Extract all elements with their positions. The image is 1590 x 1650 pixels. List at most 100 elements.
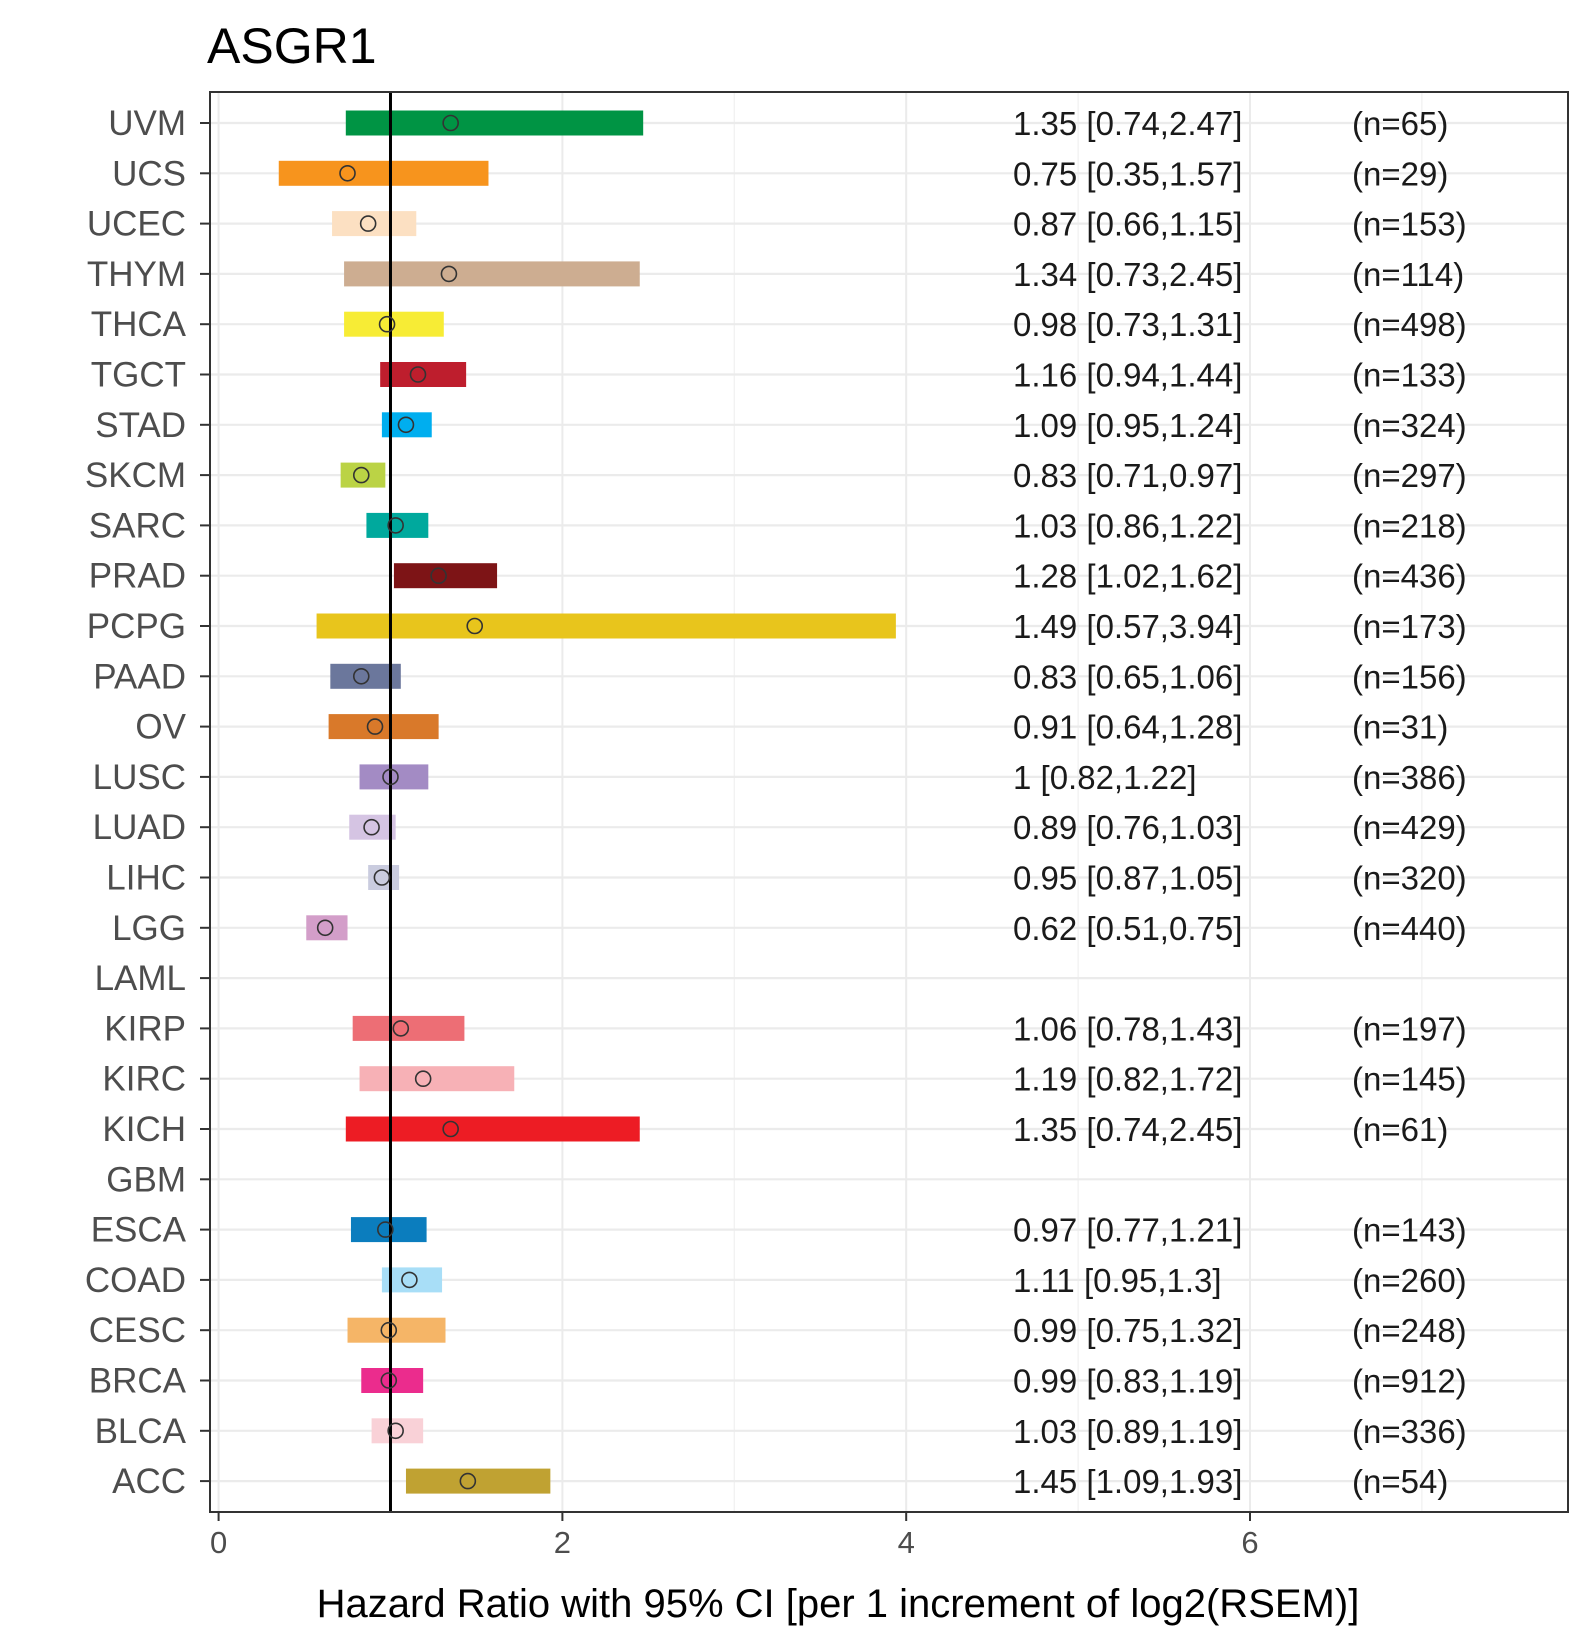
ci-bar-thym — [344, 261, 640, 287]
y-tick-label-pcpg: PCPG — [87, 607, 186, 646]
ci-bar-skcm — [340, 462, 386, 488]
y-tick-label-thym: THYM — [87, 255, 186, 294]
y-tick-label-lusc: LUSC — [93, 758, 186, 797]
n-label-blca: (n=336) — [1352, 1413, 1467, 1450]
hr-point-lgg — [316, 919, 334, 937]
hr-point-cesc — [380, 1321, 398, 1339]
y-tick-label-prad: PRAD — [89, 557, 186, 596]
n-label-uvm: (n=65) — [1352, 105, 1448, 142]
y-tick-label-uvm: UVM — [108, 104, 186, 143]
n-label-kich: (n=61) — [1352, 1111, 1448, 1148]
ci-bar-tgct — [380, 362, 467, 387]
hr-ci-label-tgct: 1.16 [0.94,1.44] — [1013, 357, 1242, 394]
ci-bar-kich — [345, 1116, 640, 1142]
hr-point-esca — [377, 1221, 394, 1238]
y-tick-label-paad: PAAD — [93, 657, 186, 696]
hr-ci-label-cesc: 0.99 [0.75,1.32] — [1013, 1312, 1242, 1349]
panel-border — [209, 91, 1569, 1513]
hr-point-sarc — [387, 517, 404, 534]
n-label-ucec: (n=153) — [1352, 206, 1467, 243]
y-tick-label-kirc: KIRC — [102, 1060, 186, 1099]
n-label-esca: (n=143) — [1352, 1212, 1467, 1249]
hr-ci-label-esca: 0.97 [0.77,1.21] — [1013, 1212, 1242, 1249]
y-tick-label-esca: ESCA — [91, 1211, 187, 1250]
y-tick-label-sarc: SARC — [89, 506, 186, 545]
n-label-paad: (n=156) — [1352, 658, 1467, 695]
y-tick-label-coad: COAD — [85, 1261, 186, 1300]
ci-bar-lusc — [359, 764, 429, 790]
y-tick-label-skcm: SKCM — [85, 456, 186, 495]
ci-bar-kirc — [359, 1066, 515, 1092]
ci-bar-ucs — [278, 160, 489, 186]
y-tick-label-lgg: LGG — [112, 909, 186, 948]
ci-bars — [278, 110, 896, 1494]
y-tick-label-brca: BRCA — [89, 1362, 187, 1401]
hr-ci-label-thca: 0.98 [0.73,1.31] — [1013, 306, 1242, 343]
x-axis-label: Hazard Ratio with 95% CI [per 1 incremen… — [317, 1582, 1360, 1626]
y-tick-label-ucs: UCS — [112, 154, 186, 193]
hr-ci-label-kich: 1.35 [0.74,2.45] — [1013, 1111, 1242, 1148]
ci-bar-brca — [361, 1368, 424, 1393]
y-tick-label-kich: KICH — [102, 1110, 186, 1149]
n-label-kirc: (n=145) — [1352, 1061, 1467, 1098]
hr-point-luad — [363, 818, 380, 836]
hr-ci-label-paad: 0.83 [0.65,1.06] — [1013, 658, 1242, 695]
ci-bar-ov — [328, 714, 439, 740]
hr-ci-label-acc: 1.45 [1.09,1.93] — [1013, 1463, 1242, 1500]
axes: UVM UCS UCEC THYM THCA TGCT STAD SKCM SARC PRAD PC… — [85, 104, 1259, 1560]
ci-bar-ucec — [332, 211, 417, 237]
n-label-kirp: (n=197) — [1352, 1010, 1467, 1047]
hr-ci-label-ov: 0.91 [0.64,1.28] — [1013, 709, 1242, 746]
hr-point-kirc — [414, 1070, 432, 1087]
hr-ci-label-lgg: 0.62 [0.51,0.75] — [1013, 910, 1242, 947]
y-tick-label-stad: STAD — [95, 406, 186, 445]
hr-point-acc — [459, 1472, 477, 1490]
y-tick-label-lihc: LIHC — [106, 859, 186, 898]
n-label-brca: (n=912) — [1352, 1363, 1467, 1400]
hr-point-ucec — [359, 215, 377, 232]
ci-bar-uvm — [345, 110, 644, 136]
y-tick-label-tgct: TGCT — [91, 356, 186, 395]
n-label-skcm: (n=297) — [1352, 457, 1467, 494]
hr-ci-label-thym: 1.34 [0.73,2.45] — [1013, 256, 1242, 293]
hr-point-ov — [366, 718, 384, 735]
hr-ci-label-uvm: 1.35 [0.74,2.47] — [1013, 105, 1242, 142]
hr-ci-label-skcm: 0.83 [0.71,0.97] — [1013, 457, 1242, 494]
ci-bar-acc — [405, 1468, 551, 1494]
y-tick-label-luad: LUAD — [93, 808, 186, 847]
hr-point-skcm — [352, 466, 370, 484]
x-tick-label: 6 — [1241, 1525, 1258, 1560]
hr-ci-label-ucec: 0.87 [0.66,1.15] — [1013, 206, 1242, 243]
hr-ci-label-coad: 1.11 [0.95,1.3] — [1013, 1262, 1222, 1299]
hr-ci-label-brca: 0.99 [0.83,1.19] — [1013, 1363, 1242, 1400]
n-label-lusc: (n=386) — [1352, 759, 1467, 796]
hr-ci-label-lihc: 0.95 [0.87,1.05] — [1013, 860, 1242, 897]
ci-bar-lihc — [368, 865, 400, 890]
ci-bar-lgg — [306, 915, 348, 941]
hr-point-uvm — [442, 114, 459, 132]
n-label-pcpg: (n=173) — [1352, 608, 1467, 645]
n-label-sarc: (n=218) — [1352, 507, 1467, 544]
ci-bar-esca — [350, 1217, 427, 1243]
n-label-ucs: (n=29) — [1352, 155, 1448, 192]
n-label-thca: (n=498) — [1352, 306, 1467, 343]
y-tick-label-blca: BLCA — [95, 1412, 187, 1451]
hr-ci-label-kirc: 1.19 [0.82,1.72] — [1013, 1061, 1242, 1098]
hr-point-paad — [352, 667, 370, 685]
hr-ci-label-pcpg: 1.49 [0.57,3.94] — [1013, 608, 1242, 645]
hr-ci-label-ucs: 0.75 [0.35,1.57] — [1013, 155, 1242, 192]
annotations: 1.35 [0.74,2.47] (n=65) 0.75 [0.35,1.57] (n… — [1013, 105, 1467, 1500]
y-tick-label-ov: OV — [135, 708, 186, 747]
hr-point-coad — [401, 1271, 418, 1289]
hr-point-tgct — [409, 366, 427, 383]
hr-point-thym — [440, 265, 458, 283]
hr-point-kirp — [392, 1020, 410, 1037]
ci-bar-luad — [349, 814, 396, 840]
hr-ci-label-stad: 1.09 [0.95,1.24] — [1013, 407, 1242, 444]
hr-ci-label-lusc: 1 [0.82,1.22] — [1013, 759, 1196, 796]
y-tick-label-acc: ACC — [112, 1462, 186, 1501]
n-label-prad: (n=436) — [1352, 558, 1467, 595]
n-label-cesc: (n=248) — [1352, 1312, 1467, 1349]
hr-point-blca — [387, 1422, 404, 1440]
